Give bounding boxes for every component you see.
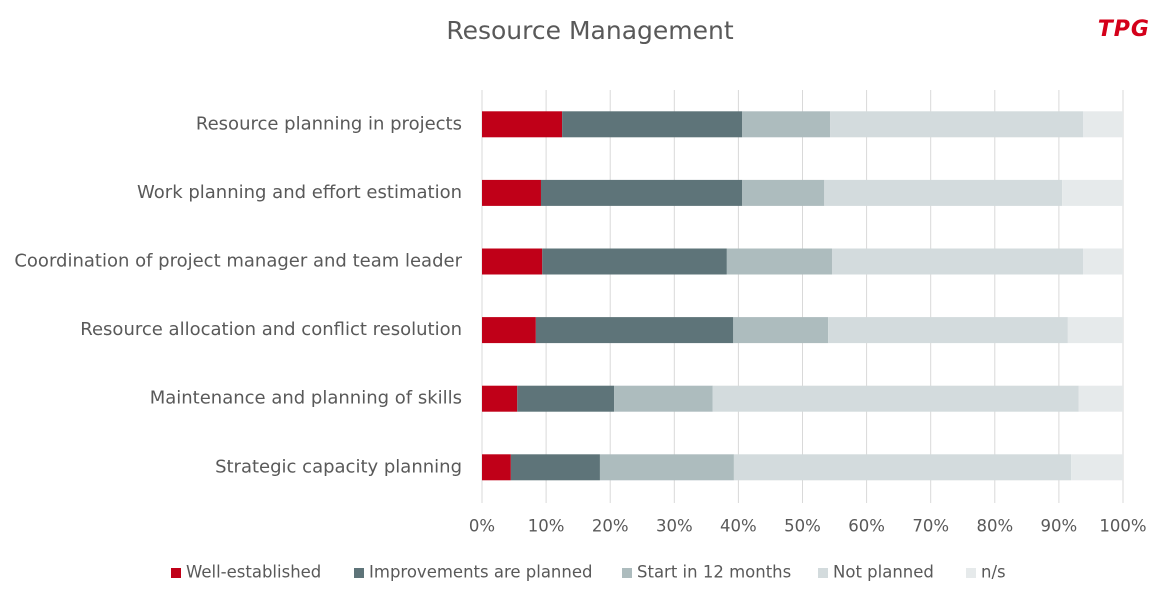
x-tick-label: 60% (848, 517, 885, 536)
legend-label: Start in 12 months (637, 563, 791, 582)
y-tick-label: Resource planning in projects (196, 113, 462, 134)
y-tick-label: Resource allocation and conflict resolut… (80, 319, 462, 340)
bar-segment (482, 111, 563, 138)
bar-segment (542, 248, 727, 275)
x-tick-label: 10% (528, 517, 565, 536)
x-tick-label: 40% (720, 517, 757, 536)
y-tick-label: Work planning and effort estimation (137, 182, 462, 203)
bar-segment (1071, 454, 1123, 481)
x-tick-label: 80% (976, 517, 1013, 536)
legend-swatch (354, 568, 364, 578)
x-tick-label: 0% (469, 517, 495, 536)
bar-segment (742, 179, 825, 206)
bar-segment (831, 248, 1084, 275)
bar-segment (1083, 248, 1123, 275)
legend-swatch (622, 568, 632, 578)
bar-segment (712, 385, 1079, 412)
bar-segment (482, 248, 543, 275)
bar-segment (614, 385, 713, 412)
x-tick-label: 100% (1099, 517, 1146, 536)
bar-segment (482, 454, 511, 481)
bar-segment (828, 317, 1068, 344)
bar-segment (562, 111, 743, 138)
x-tick-label: 90% (1041, 517, 1078, 536)
bar-segment (1067, 317, 1123, 344)
logo: TPG (1098, 17, 1150, 42)
legend-swatch (966, 568, 976, 578)
bar-segment (482, 179, 541, 206)
legend-swatch (818, 568, 828, 578)
bar-segment (733, 317, 829, 344)
bar-segment (540, 179, 743, 206)
legend-label: n/s (981, 563, 1006, 582)
legend-swatch (171, 568, 181, 578)
bar-segment (535, 317, 734, 344)
bar-segment (517, 385, 615, 412)
x-tick-label: 70% (912, 517, 949, 536)
legend-label: Well-established (186, 563, 321, 582)
bar-segment (599, 454, 734, 481)
y-tick-label: Maintenance and planning of skills (150, 388, 462, 409)
bar-segment (824, 179, 1063, 206)
x-tick-label: 20% (592, 517, 629, 536)
bar-segment (733, 454, 1072, 481)
y-tick-label: Coordination of project manager and team… (14, 251, 462, 272)
chart-title: Resource Management (446, 16, 733, 45)
bar-segment (510, 454, 600, 481)
y-tick-label: Strategic capacity planning (215, 456, 462, 477)
bar-segment (742, 111, 831, 138)
legend-label: Improvements are planned (369, 563, 592, 582)
bar-segment (482, 385, 518, 412)
x-tick-label: 30% (656, 517, 693, 536)
x-tick-label: 50% (784, 517, 821, 536)
bar-segment (726, 248, 832, 275)
bar-segment (1083, 111, 1123, 138)
legend-label: Not planned (833, 563, 934, 582)
bar-segment (482, 317, 536, 344)
bar-segment (1078, 385, 1123, 412)
bar-segment (1062, 179, 1123, 206)
bar-segment (830, 111, 1084, 138)
